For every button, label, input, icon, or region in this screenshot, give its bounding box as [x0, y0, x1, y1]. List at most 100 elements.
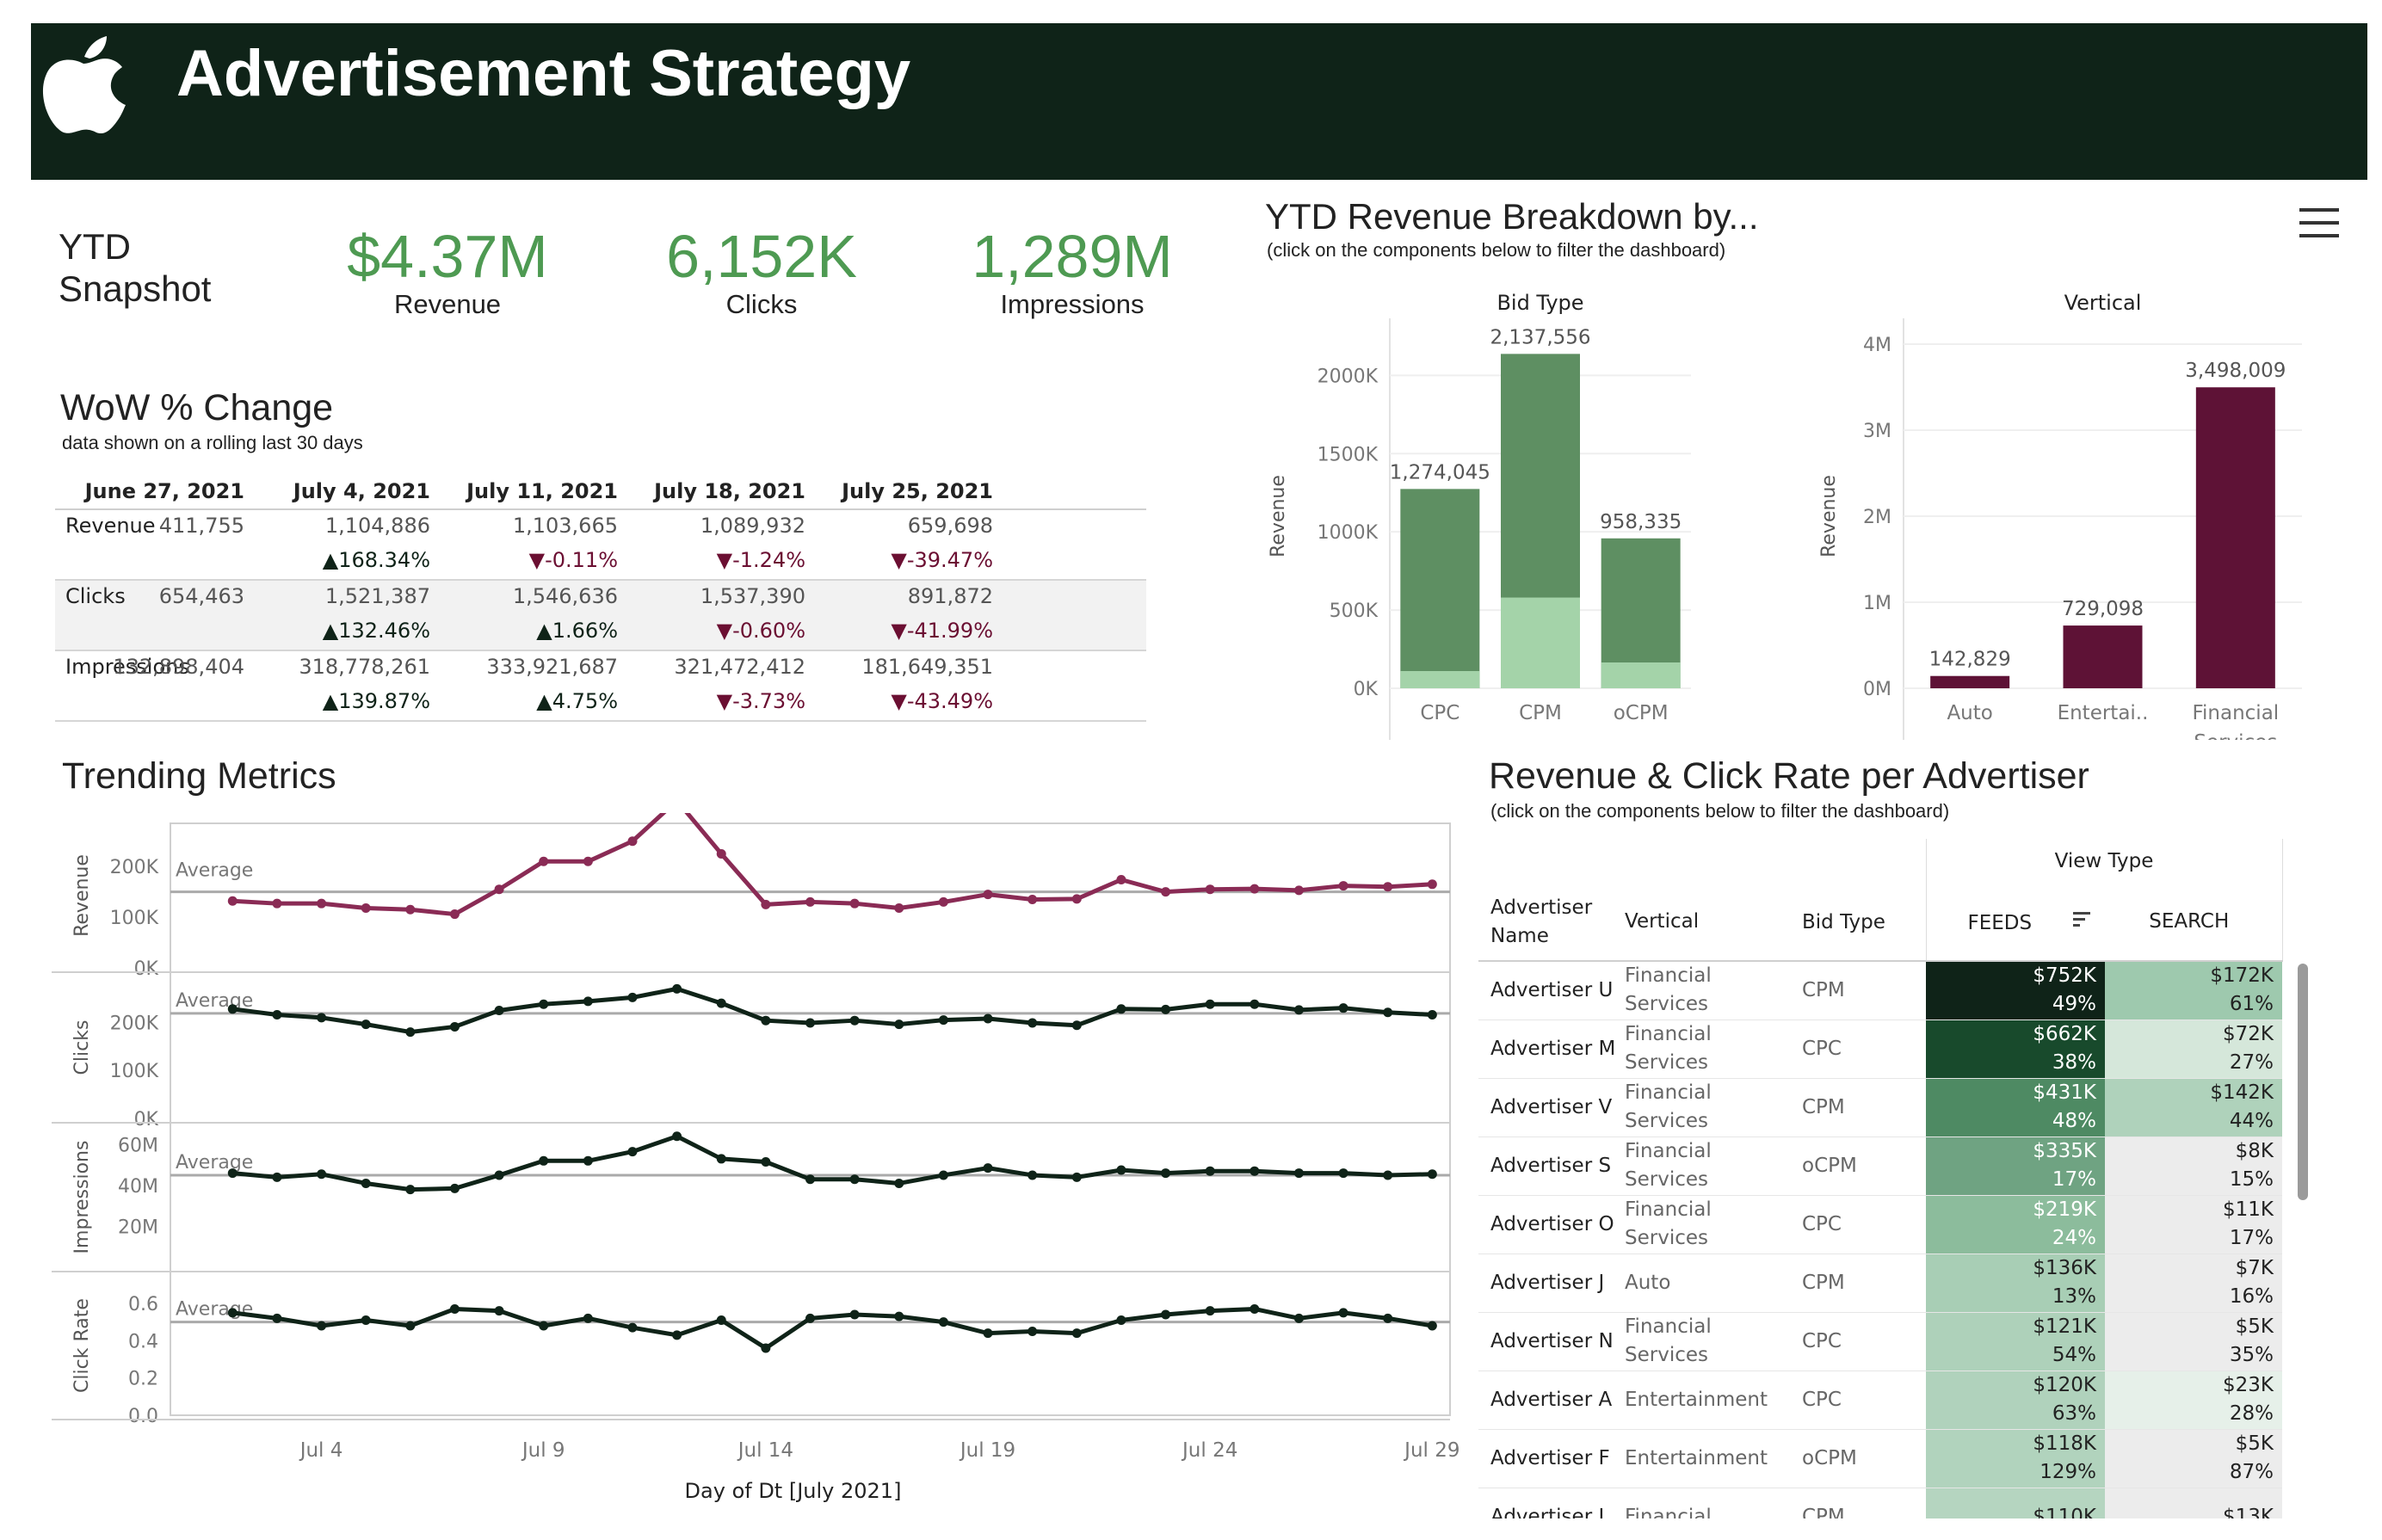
- advertiser-name[interactable]: Advertiser J: [1490, 1272, 1605, 1294]
- col-feeds[interactable]: FEEDS: [1925, 884, 2105, 961]
- feeds-heat-cell[interactable]: $120K 63%: [1926, 1371, 2105, 1429]
- advertiser-bid-type[interactable]: CPC: [1802, 1330, 1842, 1352]
- wow-value-row: Impressions 132,898,404 318,778,261 333,921…: [55, 651, 1146, 686]
- data-point: [894, 1311, 904, 1321]
- table-scrollbar[interactable]: [2298, 964, 2308, 1200]
- advertiser-vertical[interactable]: Entertainment: [1625, 1388, 1768, 1411]
- y-tick-label: 1M: [1863, 593, 1891, 614]
- advertiser-row[interactable]: Advertiser J Auto CPM $136K 13% $7K 16%: [1478, 1254, 2282, 1312]
- feeds-heat-cell[interactable]: $662K 38%: [1926, 1019, 2105, 1078]
- trending-metrics-chart[interactable]: Revenue 0K 100K 200K Average Clicks 0K 100K 200K…: [52, 813, 1463, 1527]
- search-heat-cell[interactable]: $23K 28%: [2105, 1371, 2282, 1429]
- search-heat-cell[interactable]: $72K 27%: [2105, 1019, 2282, 1078]
- col-search[interactable]: SEARCH: [2105, 884, 2283, 961]
- col-vertical[interactable]: Vertical: [1625, 910, 1700, 933]
- advertiser-bid-type[interactable]: CPC: [1802, 1038, 1842, 1060]
- advertiser-name[interactable]: Advertiser U: [1490, 979, 1614, 1002]
- search-heat-cell[interactable]: $11K 17%: [2105, 1195, 2282, 1254]
- data-label: 958,335: [1600, 511, 1682, 533]
- header-bar: [31, 23, 2367, 180]
- data-point: [761, 1156, 771, 1167]
- advertiser-name[interactable]: Advertiser S: [1490, 1155, 1612, 1177]
- data-point: [1338, 1168, 1348, 1179]
- col-bid-type[interactable]: Bid Type: [1802, 910, 1885, 933]
- data-point: [317, 898, 327, 909]
- wow-subtitle: data shown on a rolling last 30 days: [62, 432, 363, 453]
- advertiser-bid-type[interactable]: CPC: [1802, 1213, 1842, 1235]
- col-advertiser-name[interactable]: Advertiser Name: [1490, 896, 1593, 947]
- wow-value-cell: 891,872: [907, 584, 993, 608]
- advertiser-name[interactable]: Advertiser F: [1490, 1447, 1610, 1469]
- vertical-chart[interactable]: Vertical Revenue 0M 1M 2M 3M 4M 142,829 Auto 729,…: [1807, 284, 2323, 740]
- advertiser-vertical[interactable]: Financial Services: [1625, 1140, 1712, 1191]
- search-heat-cell[interactable]: $142K 44%: [2105, 1078, 2282, 1137]
- advertiser-bid-type[interactable]: CPM: [1802, 1096, 1845, 1118]
- feeds-heat-cell[interactable]: $752K 49%: [1926, 961, 2105, 1019]
- x-tick-label: Financial: [2192, 702, 2279, 724]
- advertiser-name[interactable]: Advertiser A: [1490, 1389, 1613, 1411]
- data-point: [1027, 1170, 1038, 1180]
- advertiser-vertical[interactable]: Financial Services: [1625, 964, 1712, 1016]
- advertiser-name[interactable]: Advertiser V: [1490, 1096, 1613, 1118]
- search-heat-cell[interactable]: $5K 35%: [2105, 1312, 2282, 1371]
- search-heat-cell[interactable]: $5K 87%: [2105, 1429, 2282, 1488]
- wow-value-cell: 1,103,665: [512, 514, 618, 538]
- advertiser-bid-type[interactable]: oCPM: [1802, 1155, 1857, 1177]
- search-heat-cell[interactable]: $172K 61%: [2105, 961, 2282, 1019]
- series-line-revenue: [232, 813, 1433, 917]
- advertiser-name[interactable]: Advertiser L: [1490, 1506, 1610, 1518]
- advertiser-vertical[interactable]: Financial Services: [1625, 1081, 1712, 1132]
- triangle-up-icon: ▲: [536, 689, 552, 713]
- advertiser-table-container[interactable]: View Type Advertiser Name Vertical Bid T…: [1478, 839, 2339, 1518]
- advertiser-vertical[interactable]: Financial: [1625, 1505, 1712, 1519]
- advertiser-row[interactable]: Advertiser A Entertainment CPC $120K 63% $23K…: [1478, 1371, 2282, 1429]
- data-point: [1338, 1003, 1348, 1013]
- hamburger-menu-icon[interactable]: [2299, 206, 2341, 239]
- search-click-rate: 27%: [2229, 1051, 2274, 1074]
- search-heat-cell[interactable]: $8K 15%: [2105, 1137, 2282, 1195]
- advertiser-row[interactable]: Advertiser F Entertainment oCPM $118K 129% $5…: [1478, 1429, 2282, 1488]
- advertiser-bid-type[interactable]: CPM: [1802, 1506, 1845, 1518]
- advertiser-row[interactable]: Advertiser L Financial CPM $110K $13K: [1478, 1488, 2282, 1518]
- advertiser-bid-type[interactable]: CPM: [1802, 1272, 1845, 1294]
- feeds-heat-cell[interactable]: $118K 129%: [1926, 1429, 2105, 1488]
- y-tick-label: 4M: [1863, 335, 1891, 356]
- feeds-revenue: $219K: [2033, 1198, 2096, 1221]
- data-point: [583, 996, 593, 1007]
- feeds-heat-cell[interactable]: $121K 54%: [1926, 1312, 2105, 1371]
- advertiser-vertical[interactable]: Auto: [1625, 1271, 1671, 1294]
- data-point: [1383, 882, 1393, 892]
- advertiser-row[interactable]: Advertiser O Financial Services CPC $219K 24…: [1478, 1195, 2282, 1254]
- triangle-down-icon: ▼: [891, 689, 907, 713]
- advertiser-name[interactable]: Advertiser M: [1490, 1038, 1616, 1060]
- advertiser-bid-type[interactable]: CPC: [1802, 1389, 1842, 1411]
- search-revenue: $8K: [2235, 1140, 2274, 1162]
- search-revenue: $13K: [2223, 1505, 2274, 1519]
- advertiser-name[interactable]: Advertiser N: [1490, 1330, 1614, 1352]
- feeds-heat-cell[interactable]: $335K 17%: [1926, 1137, 2105, 1195]
- search-heat-cell[interactable]: $13K: [2105, 1488, 2282, 1518]
- sort-icon[interactable]: [2071, 909, 2092, 939]
- search-heat-cell[interactable]: $7K 16%: [2105, 1254, 2282, 1312]
- data-point: [894, 1019, 904, 1030]
- feeds-heat-cell[interactable]: $219K 24%: [1926, 1195, 2105, 1254]
- advertiser-row[interactable]: Advertiser N Financial Services CPC $121K 54…: [1478, 1312, 2282, 1371]
- advertiser-vertical[interactable]: Financial Services: [1625, 1198, 1712, 1249]
- feeds-heat-cell[interactable]: $110K: [1926, 1488, 2105, 1518]
- advertiser-row[interactable]: Advertiser M Financial Services CPC $662K 38…: [1478, 1019, 2282, 1078]
- wow-value-row: Revenue 411,755 1,104,886 1,103,665 1,089,93…: [55, 510, 1146, 545]
- feeds-heat-cell[interactable]: $136K 13%: [1926, 1254, 2105, 1312]
- advertiser-bid-type[interactable]: oCPM: [1802, 1447, 1857, 1469]
- advertiser-name[interactable]: Advertiser O: [1490, 1213, 1614, 1235]
- advertiser-row[interactable]: Advertiser V Financial Services CPM $431K 48…: [1478, 1078, 2282, 1137]
- feeds-heat-cell[interactable]: $431K 48%: [1926, 1078, 2105, 1137]
- advertiser-vertical[interactable]: Entertainment: [1625, 1446, 1768, 1469]
- data-point: [1250, 1304, 1260, 1314]
- advertiser-row[interactable]: Advertiser S Financial Services oCPM $335K 1…: [1478, 1137, 2282, 1195]
- advertiser-vertical[interactable]: Financial Services: [1625, 1315, 1712, 1366]
- wow-change-cell: ▲4.75%: [432, 689, 618, 713]
- bid-type-chart[interactable]: Bid Type Revenue 0K 500K 1000K 1500K 2000K 1,27…: [1256, 284, 1704, 740]
- advertiser-bid-type[interactable]: CPM: [1802, 979, 1845, 1002]
- advertiser-vertical[interactable]: Financial Services: [1625, 1023, 1712, 1074]
- advertiser-row[interactable]: Advertiser U Financial Services CPM $752K 49…: [1478, 961, 2282, 1019]
